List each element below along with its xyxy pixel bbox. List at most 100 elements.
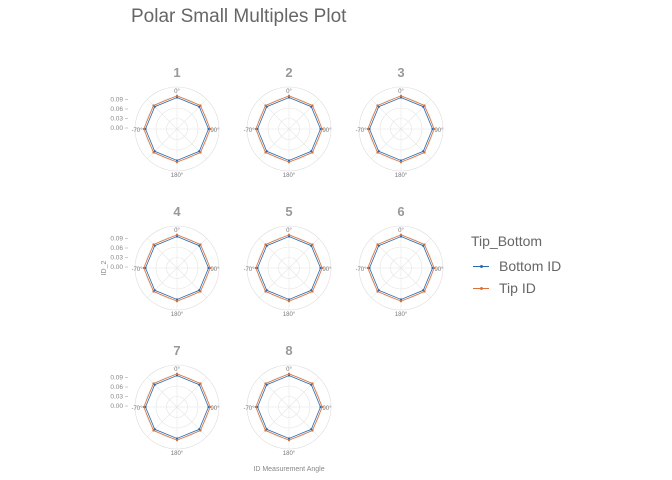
data-point xyxy=(399,300,403,303)
grid-spoke xyxy=(259,128,290,159)
data-point xyxy=(287,161,291,164)
grid-spoke xyxy=(259,238,290,269)
data-point xyxy=(199,151,202,154)
grid-spoke xyxy=(147,238,178,269)
data-point xyxy=(175,159,179,162)
data-point xyxy=(264,290,267,293)
data-point xyxy=(142,127,145,131)
angle-label-90: 90° xyxy=(210,128,220,134)
panel-3: 3 0° 90° 180° -70° xyxy=(355,65,444,179)
angle-label-neg70: -70° xyxy=(355,128,367,134)
r-tick-label: 0.09 xyxy=(110,97,123,104)
angle-label-neg70: -70° xyxy=(243,128,255,134)
data-point xyxy=(431,266,434,270)
data-point xyxy=(287,233,291,236)
angle-label-neg70: -70° xyxy=(243,406,255,412)
angle-label-neg70: -70° xyxy=(131,128,143,134)
data-point xyxy=(287,437,291,440)
angle-label-90: 90° xyxy=(322,267,332,273)
panel-label: 1 xyxy=(173,65,180,80)
r-tick-label: 0.03 xyxy=(110,116,123,123)
grid-spoke xyxy=(259,267,290,298)
data-point xyxy=(431,127,434,131)
grid-spoke xyxy=(147,267,178,298)
data-point xyxy=(152,429,155,432)
data-point xyxy=(199,382,202,385)
angle-label-180: 180° xyxy=(171,312,184,318)
data-point xyxy=(152,104,155,107)
panel-4: 4 0° 90° 180° -70° 0.00 0.03 0.06 0.09 xyxy=(110,204,220,318)
angle-label-90: 90° xyxy=(210,406,220,412)
panel-label: 8 xyxy=(285,343,292,358)
data-point xyxy=(287,96,291,99)
data-point xyxy=(319,266,322,270)
data-point xyxy=(207,405,210,409)
data-point xyxy=(264,151,267,154)
r-tick-label: 0.06 xyxy=(110,106,123,113)
grid-spoke xyxy=(400,267,431,298)
data-point xyxy=(254,127,257,131)
data-point xyxy=(144,266,147,270)
data-point xyxy=(376,104,379,107)
grid-spoke xyxy=(400,99,431,130)
data-point xyxy=(175,374,179,377)
data-point xyxy=(319,405,322,409)
data-point xyxy=(311,290,314,293)
r-tick-label: 0.06 xyxy=(110,384,123,391)
grid-spoke xyxy=(288,377,319,408)
r-tick-label: 0.00 xyxy=(110,125,123,132)
data-point xyxy=(366,266,369,270)
grid-spoke xyxy=(288,267,319,298)
data-point xyxy=(287,94,291,97)
data-point xyxy=(287,372,291,375)
grid-spoke xyxy=(288,128,319,159)
angle-label-180: 180° xyxy=(283,451,296,457)
angle-label-90: 90° xyxy=(434,267,444,273)
angle-label-0: 0° xyxy=(398,228,404,234)
data-point xyxy=(423,151,426,154)
legend-key-point xyxy=(480,287,483,290)
data-point xyxy=(199,429,202,432)
grid-spoke xyxy=(371,238,402,269)
angle-label-180: 180° xyxy=(283,173,296,179)
data-point xyxy=(256,127,259,131)
data-point xyxy=(207,127,210,131)
data-point xyxy=(175,235,179,238)
angle-label-neg70: -70° xyxy=(243,267,255,273)
grid-spoke xyxy=(400,238,431,269)
data-point xyxy=(311,382,314,385)
legend-label-bottom-id: Bottom ID xyxy=(499,258,562,274)
x-axis-title: ID Measurement Angle xyxy=(253,466,324,473)
data-point xyxy=(175,94,179,97)
r-tick-label: 0.00 xyxy=(110,264,123,271)
grid-spoke xyxy=(176,267,207,298)
data-point xyxy=(376,290,379,293)
legend-key-point xyxy=(480,265,483,268)
data-point xyxy=(207,266,210,270)
grid-spoke xyxy=(288,99,319,130)
angle-label-90: 90° xyxy=(210,267,220,273)
angle-label-0: 0° xyxy=(174,367,180,373)
legend-title: Tip_Bottom xyxy=(471,233,543,249)
panel-label: 6 xyxy=(397,204,404,219)
data-point xyxy=(175,439,179,442)
data-point xyxy=(256,405,259,409)
data-point xyxy=(175,300,179,303)
data-point xyxy=(287,235,291,238)
data-point xyxy=(144,405,147,409)
angle-label-90: 90° xyxy=(434,128,444,134)
grid-spoke xyxy=(147,377,178,408)
panel-label: 2 xyxy=(285,65,292,80)
r-tick-label: 0.06 xyxy=(110,245,123,252)
grid-spoke xyxy=(176,238,207,269)
legend-item-bottom-id: Bottom ID xyxy=(471,255,561,277)
data-point xyxy=(368,266,371,270)
data-point xyxy=(399,161,403,164)
angle-label-180: 180° xyxy=(395,312,408,318)
angle-label-90: 90° xyxy=(322,128,332,134)
angle-label-neg70: -70° xyxy=(355,267,367,273)
data-point xyxy=(433,127,436,131)
panel-6: 6 0° 90° 180° -70° xyxy=(355,204,444,318)
data-point xyxy=(366,127,369,131)
angle-label-0: 0° xyxy=(286,89,292,95)
